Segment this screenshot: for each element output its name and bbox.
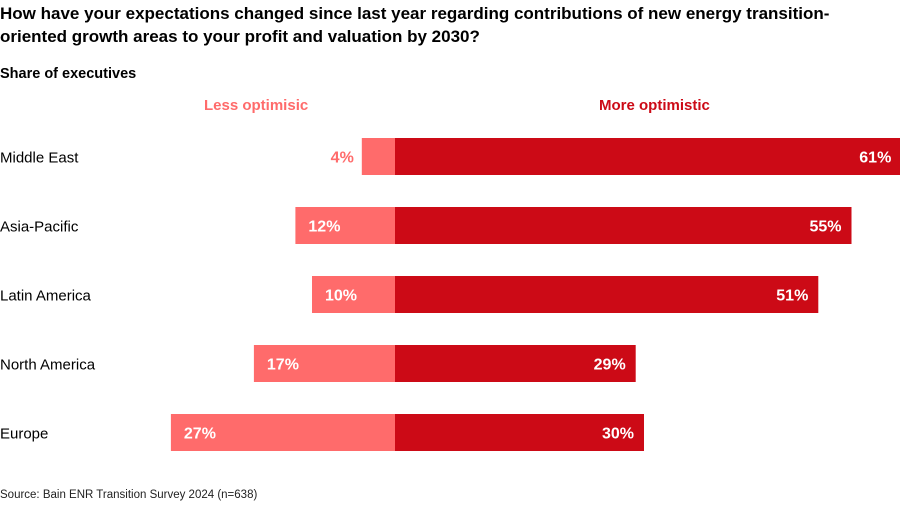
bar-more-optimistic	[395, 414, 644, 451]
source-note: Source: Bain ENR Transition Survey 2024 …	[0, 489, 258, 501]
data-label-less: 10%	[325, 288, 357, 305]
bar-more-optimistic	[395, 207, 852, 244]
data-label-less: 17%	[267, 357, 299, 374]
bar-more-optimistic	[395, 138, 900, 175]
chart-title: How have your expectations changed since…	[0, 4, 830, 46]
category-label: North America	[0, 357, 96, 374]
data-label-more: 30%	[602, 426, 634, 443]
data-label-more: 61%	[859, 150, 891, 167]
data-label-more: 29%	[594, 357, 626, 374]
data-label-less: 4%	[331, 150, 354, 167]
category-label: Europe	[0, 426, 48, 443]
bar-less-optimistic	[312, 276, 395, 313]
legend-more-optimistic: More optimistic	[599, 97, 710, 114]
legend-less-optimistic: Less optimisic	[204, 97, 309, 114]
category-label: Asia-Pacific	[0, 219, 79, 236]
category-label: Latin America	[0, 288, 92, 305]
data-label-more: 55%	[809, 219, 841, 236]
category-label: Middle East	[0, 150, 79, 167]
bar-less-optimistic	[170, 414, 395, 451]
chart-subtitle: Share of executives	[0, 66, 137, 82]
bar-less-optimistic	[361, 138, 395, 175]
bar-more-optimistic	[395, 276, 819, 313]
bar-less-optimistic	[253, 345, 395, 382]
data-label-more: 51%	[776, 288, 808, 305]
data-label-less: 12%	[308, 219, 340, 236]
bar-more-optimistic	[395, 345, 636, 382]
bar-less-optimistic	[295, 207, 395, 244]
data-label-less: 27%	[184, 426, 216, 443]
